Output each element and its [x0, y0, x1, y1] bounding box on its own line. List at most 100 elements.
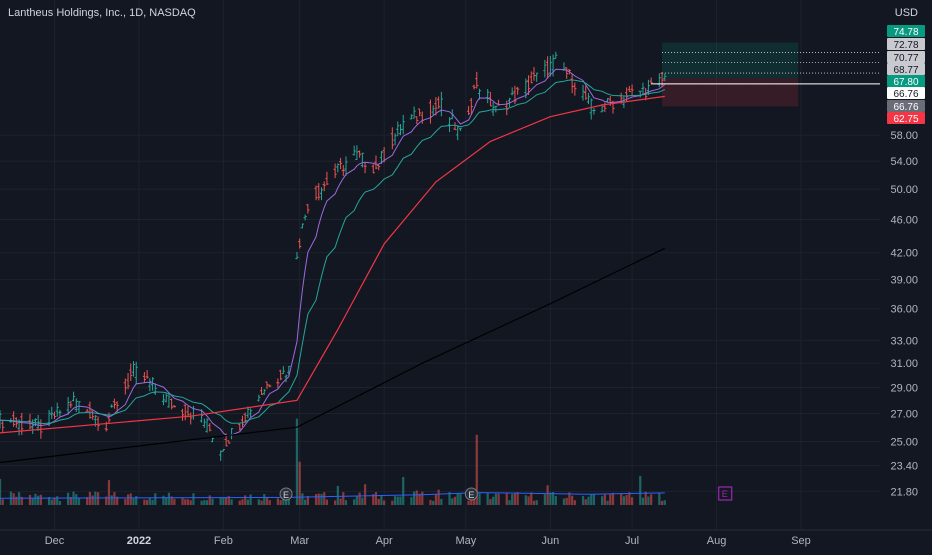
volume-bar — [590, 494, 593, 505]
volume-bar — [453, 496, 457, 505]
volume-bar — [96, 492, 100, 505]
volume-bar — [189, 500, 192, 505]
volume-bar — [34, 493, 37, 505]
x-tick-label: Feb — [214, 535, 233, 547]
volume-bar — [600, 496, 604, 505]
volume-bar — [402, 477, 405, 505]
y-tick-label: 36.00 — [890, 304, 918, 316]
volume-bar — [568, 492, 571, 505]
volume-bar — [276, 498, 280, 505]
volume-bar — [412, 491, 416, 505]
position-target-zone — [662, 42, 799, 79]
volume-bar — [383, 500, 386, 505]
price-badge — [887, 100, 925, 112]
x-tick-label: May — [455, 535, 476, 547]
volume-moving-average — [0, 492, 665, 499]
volume-bar — [227, 496, 230, 505]
volume-bar — [0, 479, 2, 505]
price-badge-label: 74.78 — [893, 27, 918, 38]
y-tick-label: 39.00 — [890, 275, 918, 287]
price-badge — [887, 51, 925, 63]
moving-average-200 — [0, 247, 666, 464]
y-tick-label: 27.00 — [890, 408, 918, 420]
volume-bar — [265, 496, 269, 505]
volume-bar — [113, 492, 116, 505]
volume-bar — [592, 493, 596, 505]
volume-bar — [562, 498, 566, 505]
y-tick-label: 54.00 — [890, 156, 918, 168]
volume-bar — [238, 500, 241, 505]
volume-bar — [304, 499, 307, 505]
volume-bar — [124, 498, 127, 505]
volume-bar — [434, 494, 438, 505]
volume-bar — [505, 492, 508, 505]
price-badge — [887, 112, 925, 124]
volume-bars — [0, 418, 666, 505]
volume-bar — [249, 494, 252, 505]
volume-bar — [31, 497, 34, 505]
volume-bar — [358, 492, 361, 505]
volume-bar — [587, 496, 590, 505]
volume-bar — [58, 500, 62, 505]
volume-bar — [513, 493, 517, 505]
volume-bar — [492, 496, 495, 505]
volume-bar — [549, 492, 552, 505]
volume-bar — [320, 493, 323, 505]
volume-bar — [628, 492, 631, 505]
upcoming-earnings-marker — [718, 486, 733, 501]
volume-bar — [609, 494, 612, 505]
volume-bar — [353, 499, 356, 505]
volume-bar — [28, 494, 32, 505]
volume-bar — [363, 484, 367, 505]
volume-bar — [432, 500, 435, 505]
volume-bar — [620, 493, 623, 505]
volume-bar — [186, 499, 190, 505]
volume-bar — [622, 496, 626, 505]
volume-bar — [606, 500, 609, 505]
volume-bar — [532, 500, 536, 505]
volume-bar — [69, 496, 72, 505]
volume-bar — [260, 500, 263, 505]
volume-bar — [333, 500, 337, 505]
volume-bar — [584, 499, 587, 505]
volume-bar — [344, 500, 348, 505]
y-tick-label: 46.00 — [890, 214, 918, 226]
volume-bar — [440, 498, 443, 505]
y-tick-label: 21.80 — [890, 486, 918, 498]
volume-bar — [148, 498, 151, 505]
volume-bar — [448, 492, 451, 505]
moving-average-50 — [0, 95, 665, 434]
volume-bar — [511, 494, 514, 505]
y-tick-label: 58.00 — [890, 130, 918, 142]
volume-bar — [421, 491, 424, 505]
volume-bar — [86, 496, 89, 505]
volume-bar — [573, 500, 576, 505]
volume-bar — [284, 496, 288, 505]
volume-bar — [467, 500, 470, 505]
symbol-title: Lantheus Holdings, Inc., 1D, NASDAQ — [8, 7, 196, 19]
volume-bar — [323, 492, 326, 505]
volume-bar — [306, 495, 309, 505]
earnings-marker-label: E — [283, 490, 289, 500]
volume-bar — [524, 495, 527, 505]
volume-bar — [192, 493, 195, 505]
volume-bar — [650, 494, 653, 505]
volume-bar — [184, 499, 187, 505]
volume-bar — [66, 492, 70, 505]
volume-bar — [107, 480, 111, 505]
y-tick-label: 23.40 — [890, 461, 918, 473]
volume-bar — [162, 495, 165, 505]
volume-bar — [208, 495, 211, 505]
volume-bar — [641, 497, 645, 505]
volume-bar — [663, 500, 666, 505]
volume-bar — [75, 494, 78, 505]
moving-average-short — [0, 68, 666, 437]
volume-bar — [279, 500, 282, 505]
volume-bar — [53, 497, 56, 505]
price-badge-label: 67.80 — [893, 77, 918, 88]
price-badge-label: 66.76 — [893, 89, 918, 100]
volume-bar — [543, 494, 547, 505]
x-tick-label: Dec — [45, 535, 65, 547]
